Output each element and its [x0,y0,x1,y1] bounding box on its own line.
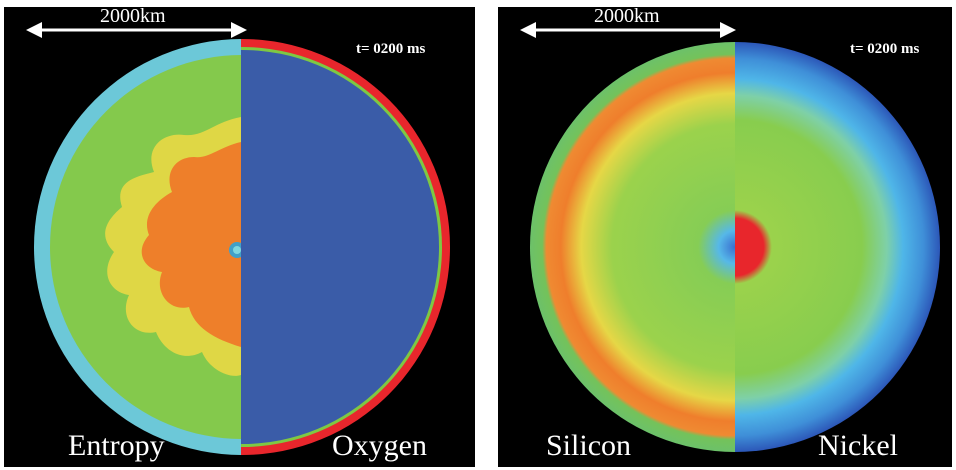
time-label: t= 0200 ms [850,41,920,57]
silicon-nickel-image [520,22,940,452]
entropy-oxygen-panel: 2000km t= 0200 ms Entropy Oxygen [4,7,475,467]
nickel-half [735,42,940,452]
entropy-half [34,39,241,455]
silicon-nickel-panel: 2000km t= 0200 ms Silicon Nickel [498,7,952,467]
silicon-label: Silicon [546,429,632,462]
oxygen-blue-interior [241,50,439,444]
nickel-disk [735,42,940,452]
time-label: t= 0200 ms [356,41,426,57]
oxygen-label: Oxygen [332,429,427,462]
scale-label: 2000km [594,7,660,27]
oxygen-half [241,39,450,455]
nickel-label: Nickel [818,429,898,462]
scale-arrow [26,22,247,38]
scale-label: 2000km [100,7,166,27]
scale-arrow [520,22,736,38]
entropy-orange-core [141,142,241,347]
entropy-label: Entropy [68,429,165,462]
entropy-center-dot [233,246,241,254]
silicon-disk [530,42,735,452]
entropy-oxygen-image [26,22,450,455]
silicon-half [530,42,735,452]
